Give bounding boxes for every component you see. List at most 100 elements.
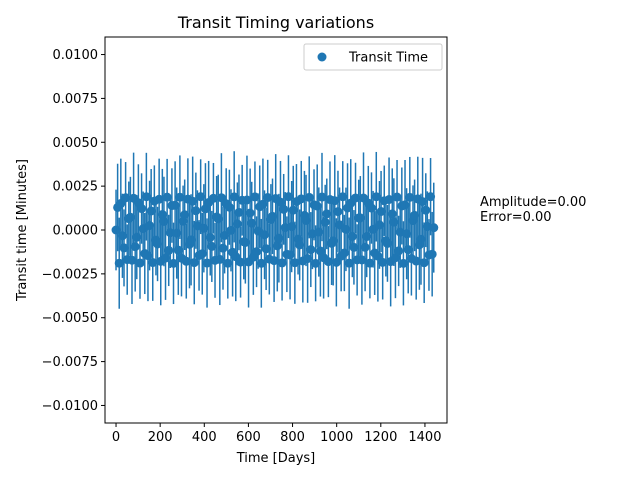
data-point [161,253,171,263]
y-tick-label: 0.0025 [53,180,99,195]
x-tick-label: 1200 [364,430,397,445]
data-point [277,258,287,268]
data-point [229,192,239,202]
data-point [303,254,313,264]
data-point [338,192,348,202]
data-point [403,245,413,255]
data-point [351,193,361,203]
data-point [371,192,381,202]
fit-annotation: Amplitude=0.00 Error=0.00 [480,195,586,225]
data-point [392,192,402,202]
data-point [295,240,305,250]
x-tick-label: 200 [148,430,173,445]
data-point [256,258,266,268]
legend-label-transit-time: Transit Time [348,51,428,66]
data-point [130,242,140,252]
chart-title: Transit Timing variations [177,13,374,32]
legend-marker-transit-time [317,52,327,62]
data-point [191,206,201,216]
data-point [202,258,212,268]
x-tick-label: 1400 [408,430,441,445]
data-point [378,257,388,267]
data-point [398,258,408,268]
data-point [245,208,255,218]
data-point [419,258,429,268]
data-point [162,192,172,202]
data-point [261,244,271,254]
data-point [426,192,436,202]
data-point [376,206,386,216]
data-point [311,258,321,268]
y-tick-label: 0.0050 [53,136,99,151]
data-point [189,258,199,268]
x-tick-label: 600 [236,430,261,445]
x-axis-label: Time [Days] [236,451,316,466]
data-point [405,192,415,202]
y-tick-label: 0.0000 [53,224,99,239]
data-point [306,245,316,255]
data-point [146,206,156,216]
data-point [181,256,191,266]
data-point [268,211,278,221]
y-tick-label: −0.0075 [42,355,98,370]
data-point [365,258,375,268]
x-tick-label: 1000 [320,430,353,445]
data-point [411,256,421,266]
x-tick-label: 800 [280,430,305,445]
legend: Transit Time [303,43,443,71]
data-point [223,258,233,268]
data-point [153,239,163,249]
data-point [205,232,215,242]
data-point [357,255,367,265]
data-point [387,209,397,219]
y-tick-label: 0.0075 [53,92,99,107]
data-point [252,247,262,257]
error-text: Error=0.00 [480,210,552,225]
data-point [344,258,354,268]
data-point [333,207,343,217]
data-point [121,193,131,203]
data-point [330,196,340,206]
data-point [114,258,124,268]
data-point [283,192,293,202]
data-point [127,255,137,265]
data-point [320,217,330,227]
data-point [275,197,285,207]
data-point [175,192,185,202]
data-point [322,209,332,219]
data-point [269,256,279,266]
data-point [290,258,300,268]
y-axis-label: Transit time [Minutes] [15,159,30,302]
data-point [263,193,273,203]
data-point [323,257,333,267]
data-point [315,246,325,256]
data-point [169,258,179,268]
data-point [242,195,252,205]
y-tick-label: −0.0050 [42,311,98,326]
data-point [236,257,246,267]
data-point [349,242,359,252]
data-point [148,258,158,268]
data-point [188,196,198,206]
data-point [296,194,306,204]
data-point [216,193,226,203]
data-point [208,193,218,203]
data-point [180,210,190,220]
data-point [390,253,400,263]
data-point [164,245,174,255]
data-point [347,231,357,241]
x-tick-label: 400 [192,430,217,445]
y-tick-label: −0.0100 [42,399,98,414]
data-point [173,245,183,255]
data-point [427,249,437,259]
data-point [154,194,164,204]
data-point [288,205,298,215]
data-point [218,243,228,253]
amplitude-text: Amplitude=0.00 [480,195,587,210]
y-tick-label: −0.0025 [42,267,98,282]
data-point [207,241,217,251]
x-tick-label: 0 [112,430,120,445]
data-point [331,257,341,267]
data-point [384,195,394,205]
